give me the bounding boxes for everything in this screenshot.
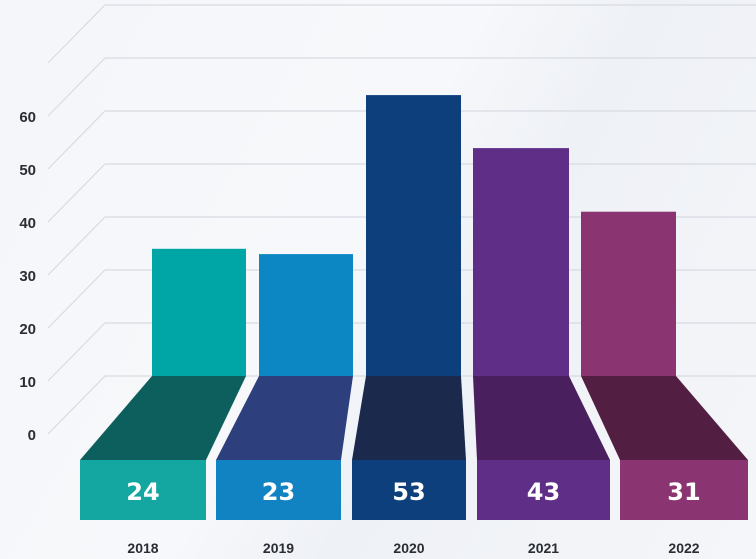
gridline [47,57,756,117]
y-tick-label: 0 [28,427,36,444]
x-category-label: 2021 [528,540,559,556]
x-category-label: 2018 [127,540,158,556]
bar-value-label: 23 [262,478,295,506]
y-tick-label: 20 [19,321,36,338]
bar-value-label: 43 [527,478,560,506]
bar-value-label: 53 [392,478,425,506]
y-tick-label: 40 [19,215,36,232]
bar-floor [80,376,246,460]
bar [259,254,353,376]
y-tick-label: 50 [19,162,36,179]
bar-value-label: 31 [667,478,700,506]
x-category-label: 2020 [393,540,424,556]
x-category-label: 2019 [263,540,294,556]
y-tick-label: 60 [19,109,36,126]
bar [152,248,246,376]
gridline [47,4,756,64]
bars: 24 23 53 43 31 [80,95,748,520]
x-axis: 2018 2019 2020 2021 2022 [127,540,699,556]
y-tick-label: 30 [19,268,36,285]
y-tick-label: 10 [19,374,36,391]
bar-floor [473,376,610,460]
bar [473,148,569,376]
bar-value-label: 24 [126,478,159,506]
value-label-box [352,460,466,520]
value-label-box [477,460,610,520]
value-label-box [80,460,206,520]
value-label-box [620,460,748,520]
bar-floor [352,376,466,460]
value-label-box [216,460,341,520]
bar [366,95,461,376]
bar-floor [581,376,748,460]
grid [47,4,756,435]
gridline [47,110,756,170]
y-axis: 0 10 20 30 40 50 60 [19,109,36,444]
bar-floor [216,376,353,460]
bar [581,211,676,376]
x-category-label: 2022 [668,540,699,556]
